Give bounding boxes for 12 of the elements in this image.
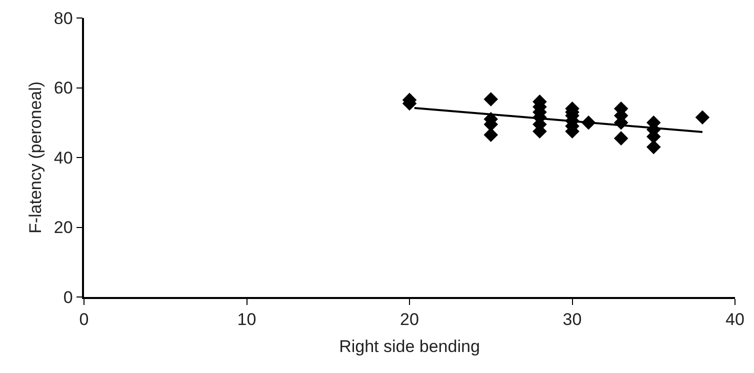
y-tick-label: 0 <box>63 288 73 307</box>
x-axis-title: Right side bending <box>339 337 480 356</box>
x-tick-label: 30 <box>562 310 582 330</box>
x-tick-label: 20 <box>400 310 419 330</box>
x-tick-label: 10 <box>237 310 256 330</box>
y-tick-label: 80 <box>54 8 73 28</box>
y-tick-label: 60 <box>54 78 73 98</box>
x-tick-label: 40 <box>726 310 744 330</box>
y-tick-label: 20 <box>54 218 73 238</box>
x-tick-label: 0 <box>79 310 89 330</box>
y-axis-title: F-latency (peroneal) <box>26 81 45 234</box>
y-tick-label: 40 <box>54 148 73 168</box>
